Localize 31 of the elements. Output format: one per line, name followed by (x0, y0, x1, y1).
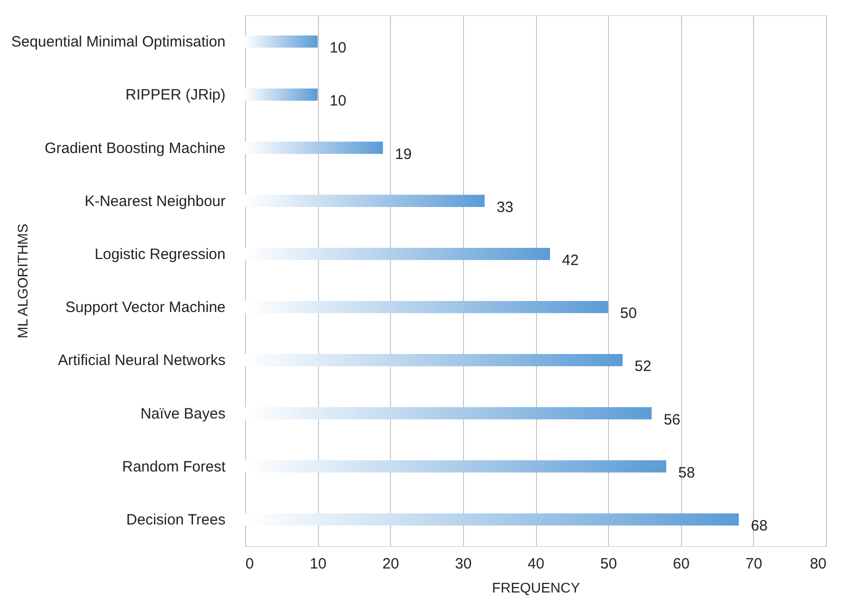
data-label: 58 (678, 464, 695, 482)
data-label: 19 (394, 146, 412, 163)
y-axis-title: ML ALGORITHMS (14, 224, 30, 338)
y-tick-label: Sequential Minimal Optimisation (11, 34, 226, 51)
x-tick-label: 20 (382, 556, 400, 572)
y-tick-label: RIPPER (JRip) (125, 86, 226, 104)
y-tick-label: Logistic Regression (94, 246, 226, 263)
y-tick-label: Support Vector Machine (65, 299, 226, 316)
x-tick-label: 50 (600, 556, 617, 572)
x-tick-label: 30 (455, 556, 472, 572)
y-tick-label: K-Nearest Neighbour (84, 192, 226, 210)
y-tick-label: Decision Trees (126, 511, 226, 528)
y-tick-label: Random Forest (122, 458, 226, 476)
x-axis-title: FREQUENCY (492, 580, 581, 596)
x-tick-label: 40 (528, 556, 544, 572)
y-tick-label: Naïve Bayes (140, 405, 226, 422)
data-label: 68 (750, 517, 768, 534)
y-tick-label: Gradient Boosting Machine (44, 140, 226, 157)
x-tick-label: 80 (810, 556, 826, 572)
x-tick-label: 70 (746, 556, 762, 572)
data-label: 10 (330, 40, 346, 57)
y-tick-label: Artificial Neural Networks (58, 352, 226, 370)
data-label: 52 (634, 358, 652, 376)
data-label: 33 (496, 198, 514, 216)
x-tick-label: 0 (246, 556, 254, 572)
data-label: 10 (330, 92, 346, 110)
x-tick-label: 60 (672, 556, 690, 572)
data-label: 56 (664, 411, 680, 428)
data-label: 42 (562, 252, 579, 269)
data-label: 50 (620, 305, 637, 322)
x-tick-label: 10 (310, 556, 326, 572)
